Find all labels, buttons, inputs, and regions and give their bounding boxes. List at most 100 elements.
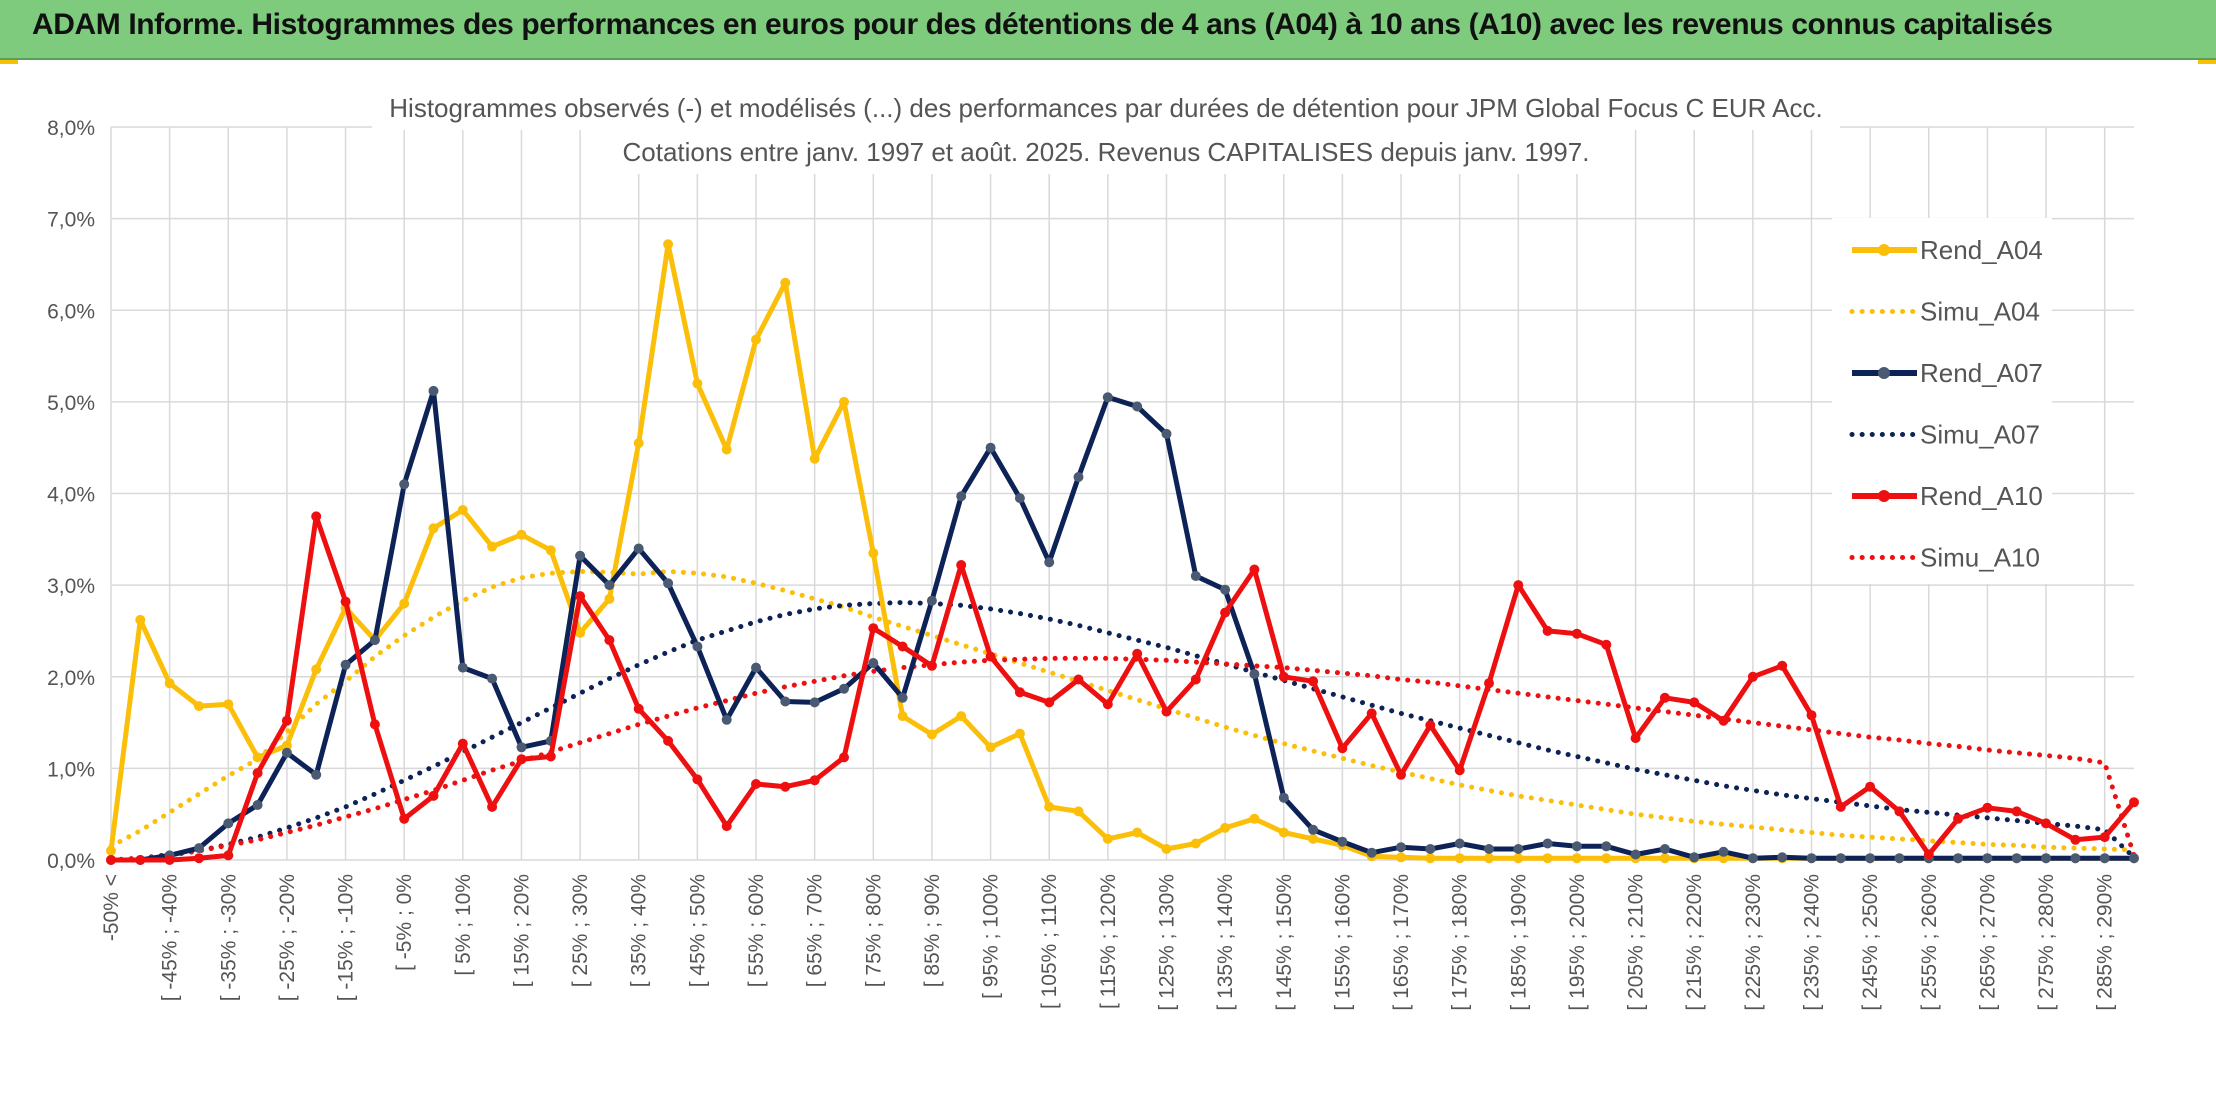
series-lines [106,239,2139,865]
x-tick-label: [ -5% ; 0% [393,874,416,971]
data-point [1571,841,1582,852]
data-point [2129,853,2139,864]
data-point [575,627,586,638]
data-point [1865,853,1876,864]
data-point [1044,557,1055,568]
data-point [1542,838,1553,849]
data-point [487,673,498,684]
data-point [780,277,791,288]
x-tick-label: [ 85% ; 90% [921,874,944,987]
data-point [1425,844,1436,854]
data-point [2070,853,2081,864]
data-point [223,699,234,710]
data-point [516,742,527,753]
gridlines [110,126,2134,861]
data-point [1249,564,1260,575]
data-point [575,550,586,561]
data-point [985,442,996,453]
data-point [457,505,468,515]
data-point [868,548,879,559]
x-tick-label: [ 35% ; 40% [628,874,651,987]
data-point [1278,792,1289,803]
data-point [1044,697,1055,708]
data-point [1718,846,1729,857]
data-point [1220,584,1231,595]
data-point [1278,827,1289,838]
data-point [428,385,439,396]
data-point [1425,853,1436,864]
data-point [1747,853,1758,864]
report-banner: ADAM Informe. Histogrammes des performan… [0,0,2216,60]
data-point [1484,678,1494,689]
data-point [194,701,204,712]
data-point [1484,853,1494,864]
data-point [1014,687,1025,698]
data-point [1513,580,1524,591]
data-point [1396,852,1406,863]
x-tick-label: [ 195% ; 200% [1566,874,1589,1011]
data-point [1689,697,1700,708]
x-tick-label: [ 125% ; 130% [1155,874,1178,1011]
y-axis-ticks: 0,0% 1,0% 2,0% 3,0% 4,0% 5,0% 6,0% 7,0% 8,0% [47,117,95,873]
data-point [633,438,644,449]
data-point [1073,674,1084,685]
data-point [487,541,498,552]
data-point [897,641,908,652]
data-point [399,479,410,490]
x-tick-label: [ 25% ; 30% [569,874,592,987]
chart-subtitle: Cotations entre janv. 1997 et août. 2025… [623,137,1590,167]
data-point [311,664,322,675]
data-point [956,711,967,722]
series-line [108,241,2134,861]
series-line [111,513,2136,863]
data-point [1630,849,1641,860]
series-Simu_A04 [108,568,2137,853]
data-point [1044,801,1055,812]
data-point [868,623,879,634]
data-point [1073,472,1084,482]
data-point [1718,715,1729,726]
data-point [194,853,204,864]
data-point [164,678,175,689]
x-tick-label: [ 245% ; 250% [1859,874,1882,1011]
x-tick-label: [ 265% ; 270% [1976,874,1999,1011]
data-point [1513,844,1524,854]
data-point [2011,853,2022,864]
data-point [663,735,674,746]
y-tick-label: 5,0% [47,392,95,415]
x-tick-label: [ 145% ; 150% [1273,874,1296,1011]
x-tick-label: [ 255% ; 260% [1918,874,1941,1011]
legend-background [1832,218,2052,584]
data-point [1513,853,1524,864]
legend-label: Simu_A07 [1920,420,2040,450]
data-point [780,781,791,792]
data-point [1865,781,1876,792]
data-point [575,591,586,602]
data-point [457,662,468,673]
data-point [985,742,996,753]
data-point [1542,853,1553,864]
data-point [1190,674,1201,685]
data-point [663,578,674,589]
x-tick-label: [ 135% ; 140% [1214,874,1237,1011]
data-point [1132,648,1143,659]
legend-marker [1878,367,1890,379]
data-point [106,845,116,856]
data-point [1308,824,1319,835]
data-point [1454,765,1465,776]
data-point [1571,628,1582,639]
data-point [1190,571,1201,581]
data-point [604,593,615,604]
data-point [926,595,937,606]
x-tick-label: [ 55% ; 60% [745,874,768,987]
series-Simu_A10 [108,655,2137,863]
data-point [516,529,527,540]
data-point [1982,802,1993,813]
data-point [281,747,292,758]
data-point [399,598,410,609]
data-point [1689,852,1700,863]
x-tick-label: [ 185% ; 190% [1507,874,1530,1011]
data-point [956,560,967,570]
data-point [721,444,732,455]
report-title: ADAM Informe. Histogrammes des performan… [32,8,2053,41]
